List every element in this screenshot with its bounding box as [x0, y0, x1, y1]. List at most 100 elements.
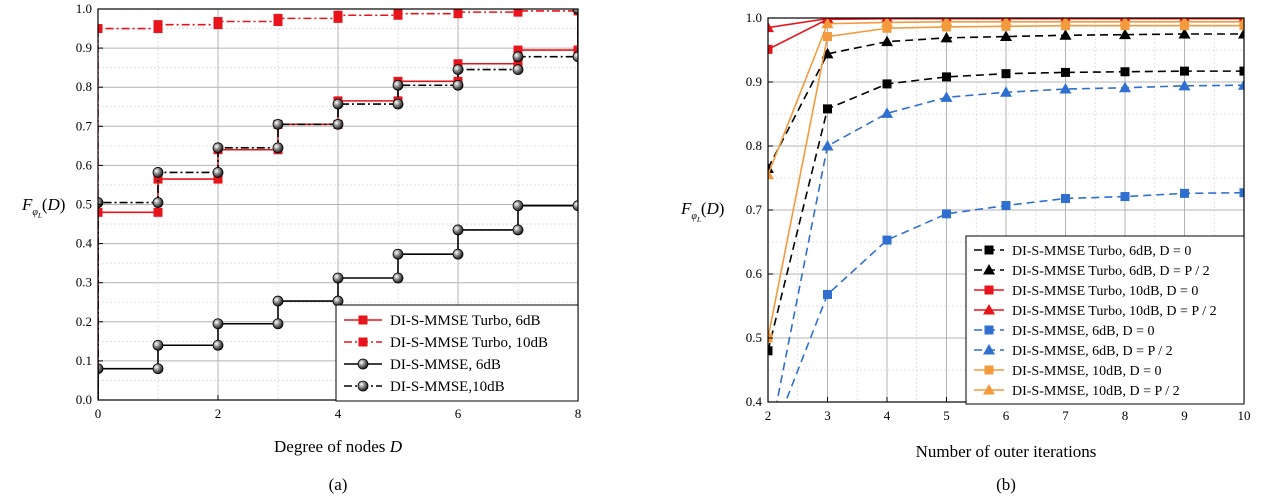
data-point — [512, 64, 524, 76]
panel-b-ylabel: FφL(D) — [680, 199, 724, 224]
panel-a-legend: DI-S-MMSE Turbo, 6dB DI-S-MMSE Turbo, 10d… — [335, 304, 579, 402]
data-point — [392, 79, 404, 91]
data-point — [392, 248, 404, 260]
data-point — [1119, 28, 1131, 40]
data-point — [332, 118, 344, 130]
data-point — [1180, 188, 1189, 198]
data-point — [1000, 86, 1012, 97]
data-point — [98, 207, 103, 217]
legend-marker — [983, 344, 995, 355]
data-point — [513, 9, 523, 17]
legend-entry: DI-S-MMSE, 10dB, D = P / 2 — [974, 384, 1180, 399]
legend-marker — [357, 380, 369, 392]
series-1 — [768, 28, 1244, 173]
legend-entry: DI-S-MMSE Turbo, 6dB, D = 0 — [974, 244, 1191, 259]
data-point — [823, 289, 832, 299]
data-point — [272, 118, 284, 130]
legend-label: DI-S-MMSE Turbo, 6dB, D = P / 2 — [1012, 264, 1210, 279]
data-point — [1120, 67, 1130, 77]
legend-entry: DI-S-MMSE, 10dB, D = 0 — [974, 364, 1161, 379]
data-point — [452, 64, 464, 76]
x-tick-label: 6 — [1003, 408, 1010, 423]
legend-entry: DI-S-MMSE Turbo, 6dB — [344, 313, 540, 329]
data-point — [512, 51, 524, 63]
x-tick-label: 3 — [824, 408, 831, 423]
x-tick-label: 10 — [1238, 408, 1251, 423]
data-point — [1059, 18, 1072, 27]
data-point — [572, 200, 578, 212]
data-point — [513, 59, 523, 69]
data-point — [153, 174, 163, 184]
panel-a-ylabel: FφL(D) — [21, 195, 65, 220]
data-point — [572, 9, 578, 15]
legend-box — [965, 235, 1245, 405]
legend-box — [335, 304, 579, 402]
data-point — [1120, 192, 1130, 202]
y-tick-label: 0.6 — [76, 157, 93, 172]
series-2 — [98, 9, 578, 400]
data-point — [940, 91, 953, 102]
series-line — [768, 33, 1244, 169]
panel-b-caption: (b) — [996, 475, 1016, 494]
legend-entry: DI-S-MMSE Turbo, 10dB, D = 0 — [974, 284, 1198, 299]
panel-a-ticks: 0.0 0.1 0.2 0.3 0.4 0.5 0.6 0.7 0.8 0.9 1.0 0 2 4 6 8 — [76, 1, 582, 421]
y-tick-label: 1.0 — [746, 10, 762, 25]
data-point — [213, 20, 223, 30]
legend-marker — [983, 264, 995, 275]
data-point — [1238, 79, 1244, 90]
series-0 — [768, 66, 1244, 356]
legend-entry: DI-S-MMSE, 6dB, D = 0 — [974, 324, 1154, 339]
data-point — [823, 104, 832, 114]
data-point — [1178, 28, 1191, 39]
data-point — [513, 45, 523, 55]
data-point — [821, 140, 834, 151]
legend-entry: DI-S-MMSE Turbo, 10dB, D = P / 2 — [974, 304, 1217, 319]
legend-marker — [358, 315, 368, 325]
x-tick-label: 8 — [575, 406, 582, 421]
panel-a-grid — [97, 8, 579, 401]
data-point — [1000, 18, 1012, 27]
data-point — [392, 98, 404, 110]
legend-label: DI-S-MMSE, 6dB, D = P / 2 — [1012, 344, 1173, 359]
legend-label: DI-S-MMSE Turbo, 10dB, D = P / 2 — [1012, 304, 1217, 319]
legend-entry: DI-S-MMSE, 6dB, D = P / 2 — [974, 344, 1173, 359]
series-5 — [776, 79, 1244, 402]
data-point — [1239, 66, 1244, 76]
data-point — [940, 18, 953, 27]
y-tick-label: 0.7 — [76, 118, 93, 133]
legend-label: DI-S-MMSE, 10dB, D = P / 2 — [1012, 384, 1180, 399]
legend-marker — [984, 285, 994, 295]
y-tick-label: 0.4 — [746, 394, 763, 409]
data-point — [98, 363, 104, 375]
data-point — [1238, 18, 1244, 27]
data-point — [768, 168, 774, 180]
x-tick-label: 8 — [1122, 408, 1129, 423]
data-point — [882, 235, 892, 245]
data-point — [272, 295, 284, 307]
data-point — [1119, 81, 1131, 93]
series-3 — [98, 9, 578, 400]
x-tick-label: 9 — [1181, 408, 1188, 423]
legend-marker — [984, 245, 994, 255]
series-1 — [98, 9, 578, 400]
data-point — [153, 207, 163, 217]
panel-a-xlabel: Degree of nodes D — [274, 437, 403, 456]
x-tick-label: 2 — [215, 406, 222, 421]
data-point — [393, 10, 403, 20]
legend-marker — [984, 325, 994, 335]
data-point — [881, 18, 893, 27]
data-point — [392, 272, 404, 284]
data-point — [1059, 29, 1072, 40]
data-point — [1119, 18, 1131, 27]
data-point — [453, 9, 463, 19]
data-point — [213, 174, 223, 184]
data-point — [452, 248, 464, 260]
data-point — [512, 224, 524, 236]
y-tick-label: 0.3 — [76, 275, 92, 290]
data-point — [152, 339, 164, 351]
data-point — [98, 24, 103, 34]
data-point — [152, 363, 164, 375]
data-point — [1061, 193, 1070, 203]
legend-entry: DI-S-MMSE Turbo, 6dB, D = P / 2 — [974, 264, 1210, 279]
legend-label: DI-S-MMSE Turbo, 6dB, D = 0 — [1012, 244, 1191, 259]
